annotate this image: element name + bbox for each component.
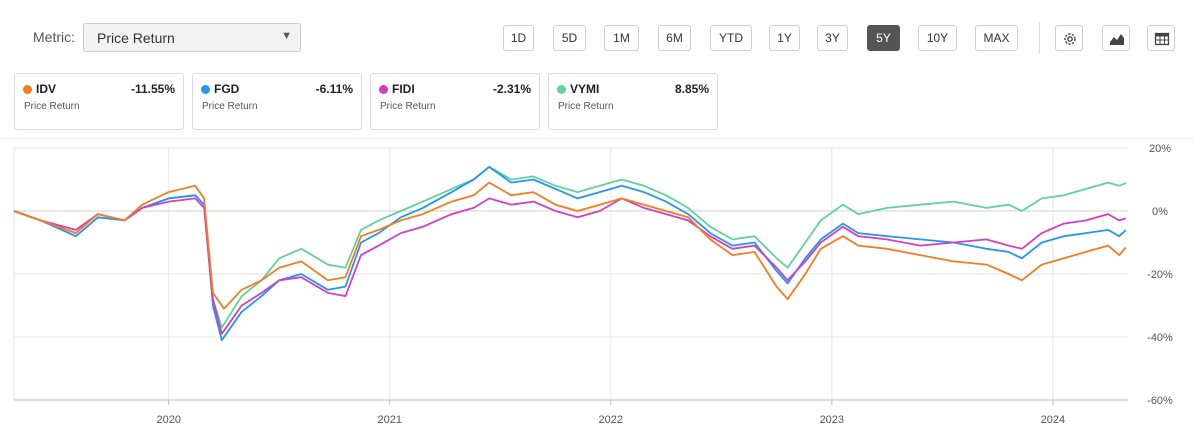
mountain-chart-icon — [1110, 34, 1124, 45]
card-ticker: VYMI — [570, 82, 600, 96]
y-tick-label: -60% — [1147, 395, 1173, 407]
x-tick-label: 2021 — [378, 414, 402, 426]
range-button-6m[interactable]: 6M — [658, 25, 691, 51]
range-button-max[interactable]: MAX — [975, 25, 1018, 51]
card-return-value: -6.11% — [315, 82, 353, 96]
table-view-button[interactable] — [1147, 25, 1175, 51]
y-tick-label: -20% — [1147, 269, 1173, 281]
gear-icon — [1064, 33, 1076, 45]
series-color-dot — [23, 85, 32, 94]
metric-label: Metric: — [33, 29, 75, 45]
card-metric-label: Price Return — [380, 101, 436, 112]
x-tick-label: 2020 — [156, 414, 180, 426]
legend-card-fgd[interactable]: FGD -6.11% Price Return — [192, 73, 362, 130]
x-tick-label: 2023 — [820, 414, 844, 426]
card-return-value: 8.85% — [674, 82, 709, 96]
y-tick-label: -40% — [1147, 332, 1173, 344]
series-line-fidi — [13, 197, 1127, 335]
card-ticker: FIDI — [392, 82, 415, 96]
series-color-dot — [379, 85, 388, 94]
range-button-10y[interactable]: 10Y — [918, 25, 957, 51]
legend-card-fidi[interactable]: FIDI -2.31% Price Return — [370, 73, 540, 130]
card-return-value: -2.31% — [492, 82, 531, 96]
card-ticker: FGD — [214, 82, 240, 96]
x-tick-label: 2024 — [1041, 414, 1065, 426]
card-return-value: -11.55% — [130, 82, 175, 96]
card-metric-label: Price Return — [24, 101, 80, 112]
y-tick-label: 0% — [1152, 206, 1168, 218]
chevron-down-icon: ▼ — [281, 30, 292, 42]
y-tick-label: 20% — [1149, 143, 1171, 155]
range-button-ytd[interactable]: YTD — [710, 25, 752, 51]
card-ticker: IDV — [36, 82, 57, 96]
series-line-fgd — [13, 166, 1127, 342]
table-icon — [1154, 32, 1170, 46]
range-button-1d[interactable]: 1D — [503, 25, 534, 51]
range-button-1y[interactable]: 1Y — [769, 25, 800, 51]
range-button-1m[interactable]: 1M — [604, 25, 639, 51]
metric-select[interactable]: Price Return ▼ — [83, 23, 301, 52]
settings-button[interactable] — [1055, 25, 1083, 51]
toolbar-divider — [1039, 22, 1040, 54]
range-button-5y[interactable]: 5Y — [867, 25, 900, 51]
card-metric-label: Price Return — [202, 101, 258, 112]
series-color-dot — [201, 85, 210, 94]
chart-type-button[interactable] — [1102, 25, 1130, 51]
x-tick-label: 2022 — [599, 414, 623, 426]
legend-card-idv[interactable]: IDV -11.55% Price Return — [14, 73, 184, 130]
range-button-5d[interactable]: 5D — [553, 25, 586, 51]
series-line-vymi — [13, 166, 1127, 329]
card-metric-label: Price Return — [558, 101, 614, 112]
legend-card-vymi[interactable]: VYMI 8.85% Price Return — [548, 73, 718, 130]
metric-select-value: Price Return — [97, 30, 175, 46]
range-button-3y[interactable]: 3Y — [817, 25, 848, 51]
price-return-chart: 20% 0% -20% -40% -60% 2020 2021 2022 2023 2024 — [0, 138, 1194, 426]
series-line-idv — [13, 181, 1127, 310]
series-color-dot — [557, 85, 566, 94]
